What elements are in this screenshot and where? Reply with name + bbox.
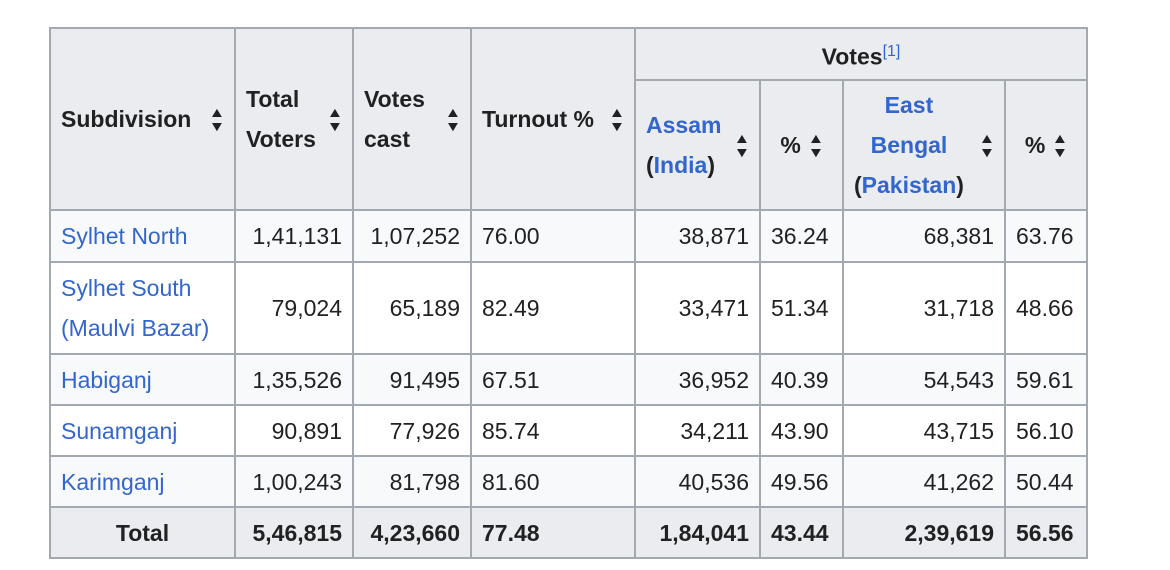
- total-label: Total: [49, 506, 236, 559]
- east-bengal-votes-cell: 2,39,619: [842, 506, 1006, 559]
- assam-pct-cell: 36.24: [759, 209, 844, 263]
- total-voters-cell: 90,891: [234, 404, 354, 457]
- turnout-cell: 82.49: [470, 261, 636, 355]
- header-votes-cast[interactable]: Votes cast ▲ ▼: [352, 27, 472, 211]
- total-voters-cell: 5,46,815: [234, 506, 354, 559]
- assam-votes-cell: 38,871: [634, 209, 761, 263]
- sort-icon[interactable]: ▲ ▼: [326, 104, 344, 134]
- assam-votes-cell: 36,952: [634, 353, 761, 406]
- reference-link[interactable]: [1]: [882, 42, 901, 60]
- header-assam-label: Assam (India): [646, 112, 722, 178]
- header-assam-pct[interactable]: % ▲ ▼: [759, 79, 844, 211]
- sort-icon[interactable]: ▲ ▼: [444, 104, 462, 134]
- header-assam[interactable]: Assam (India) ▲ ▼: [634, 79, 761, 211]
- assam-votes-cell: 34,211: [634, 404, 761, 457]
- east-bengal-link[interactable]: East Bengal: [870, 92, 948, 158]
- assam-pct-cell: 49.56: [759, 455, 844, 508]
- header-votes-label: Votes: [821, 43, 883, 70]
- votes-cast-cell: 81,798: [352, 455, 472, 508]
- table-row: Karimganj 1,00,243 81,798 81.60 40,536 4…: [49, 455, 1088, 508]
- assam-link[interactable]: Assam: [646, 112, 722, 138]
- turnout-cell: 76.00: [470, 209, 636, 263]
- total-row: Total 5,46,815 4,23,660 77.48 1,84,041 4…: [49, 506, 1088, 559]
- sort-icon[interactable]: ▲ ▼: [978, 130, 996, 160]
- table-row: Sunamganj 90,891 77,926 85.74 34,211 43.…: [49, 404, 1088, 457]
- total-voters-cell: 1,00,243: [234, 455, 354, 508]
- east-bengal-pct-cell: 59.61: [1004, 353, 1088, 406]
- table-row: Sylhet North 1,41,131 1,07,252 76.00 38,…: [49, 209, 1088, 263]
- total-voters-cell: 79,024: [234, 261, 354, 355]
- east-bengal-pct-cell: 56.10: [1004, 404, 1088, 457]
- header-pct-label: %: [780, 132, 801, 158]
- east-bengal-votes-cell: 41,262: [842, 455, 1006, 508]
- header-east-bengal[interactable]: East Bengal (Pakistan) ▲ ▼: [842, 79, 1006, 211]
- header-pct-label: %: [1024, 132, 1046, 158]
- assam-pct-cell: 43.44: [759, 506, 844, 559]
- assam-pct-cell: 43.90: [759, 404, 844, 457]
- table-row: Habiganj 1,35,526 91,495 67.51 36,952 40…: [49, 353, 1088, 406]
- table-row: Sylhet South (Maulvi Bazar) 79,024 65,189…: [49, 261, 1088, 355]
- votes-cast-cell: 91,495: [352, 353, 472, 406]
- total-voters-cell: 1,35,526: [234, 353, 354, 406]
- turnout-cell: 77.48: [470, 506, 636, 559]
- assam-votes-cell: 40,536: [634, 455, 761, 508]
- header-total-voters-label: Total Voters: [246, 86, 316, 152]
- votes-cast-cell: 77,926: [352, 404, 472, 457]
- header-votes-cast-label: Votes cast: [364, 86, 425, 152]
- header-subdivision[interactable]: Subdivision ▲ ▼: [49, 27, 236, 211]
- sort-icon[interactable]: ▲ ▼: [733, 130, 751, 160]
- east-bengal-votes-cell: 54,543: [842, 353, 1006, 406]
- sort-icon[interactable]: ▲ ▼: [1051, 130, 1069, 160]
- subdivision-cell[interactable]: Sylhet North: [49, 209, 236, 263]
- east-bengal-pct-cell: 48.66: [1004, 261, 1088, 355]
- header-total-voters[interactable]: Total Voters ▲ ▼: [234, 27, 354, 211]
- assam-votes-cell: 33,471: [634, 261, 761, 355]
- votes-cast-cell: 4,23,660: [352, 506, 472, 559]
- votes-cast-cell: 1,07,252: [352, 209, 472, 263]
- assam-pct-cell: 51.34: [759, 261, 844, 355]
- header-turnout-label: Turnout %: [482, 106, 594, 132]
- turnout-cell: 81.60: [470, 455, 636, 508]
- east-bengal-pct-cell: 56.56: [1004, 506, 1088, 559]
- east-bengal-votes-cell: 68,381: [842, 209, 1006, 263]
- east-bengal-pct-cell: 50.44: [1004, 455, 1088, 508]
- sort-icon[interactable]: ▲ ▼: [608, 104, 626, 134]
- header-east-bengal-pct[interactable]: % ▲ ▼: [1004, 79, 1088, 211]
- header-east-bengal-label: East Bengal (Pakistan): [854, 92, 964, 198]
- india-link[interactable]: India: [653, 152, 708, 178]
- header-turnout[interactable]: Turnout % ▲ ▼: [470, 27, 636, 211]
- total-voters-cell: 1,41,131: [234, 209, 354, 263]
- assam-votes-cell: 1,84,041: [634, 506, 761, 559]
- header-subdivision-label: Subdivision: [61, 106, 192, 132]
- subdivision-cell[interactable]: Karimganj: [49, 455, 236, 508]
- east-bengal-votes-cell: 43,715: [842, 404, 1006, 457]
- results-table: Subdivision ▲ ▼ Total Voters ▲ ▼ Votes: [49, 27, 1088, 559]
- turnout-cell: 67.51: [470, 353, 636, 406]
- subdivision-cell[interactable]: Sunamganj: [49, 404, 236, 457]
- east-bengal-pct-cell: 63.76: [1004, 209, 1088, 263]
- subdivision-cell[interactable]: Habiganj: [49, 353, 236, 406]
- votes-cast-cell: 65,189: [352, 261, 472, 355]
- pakistan-link[interactable]: Pakistan: [861, 172, 957, 198]
- sort-icon[interactable]: ▲ ▼: [807, 130, 825, 160]
- turnout-cell: 85.74: [470, 404, 636, 457]
- subdivision-cell[interactable]: Sylhet South (Maulvi Bazar): [49, 261, 236, 355]
- sort-icon[interactable]: ▲ ▼: [208, 104, 226, 134]
- east-bengal-votes-cell: 31,718: [842, 261, 1006, 355]
- assam-pct-cell: 40.39: [759, 353, 844, 406]
- header-votes: Votes[1]: [634, 27, 1088, 81]
